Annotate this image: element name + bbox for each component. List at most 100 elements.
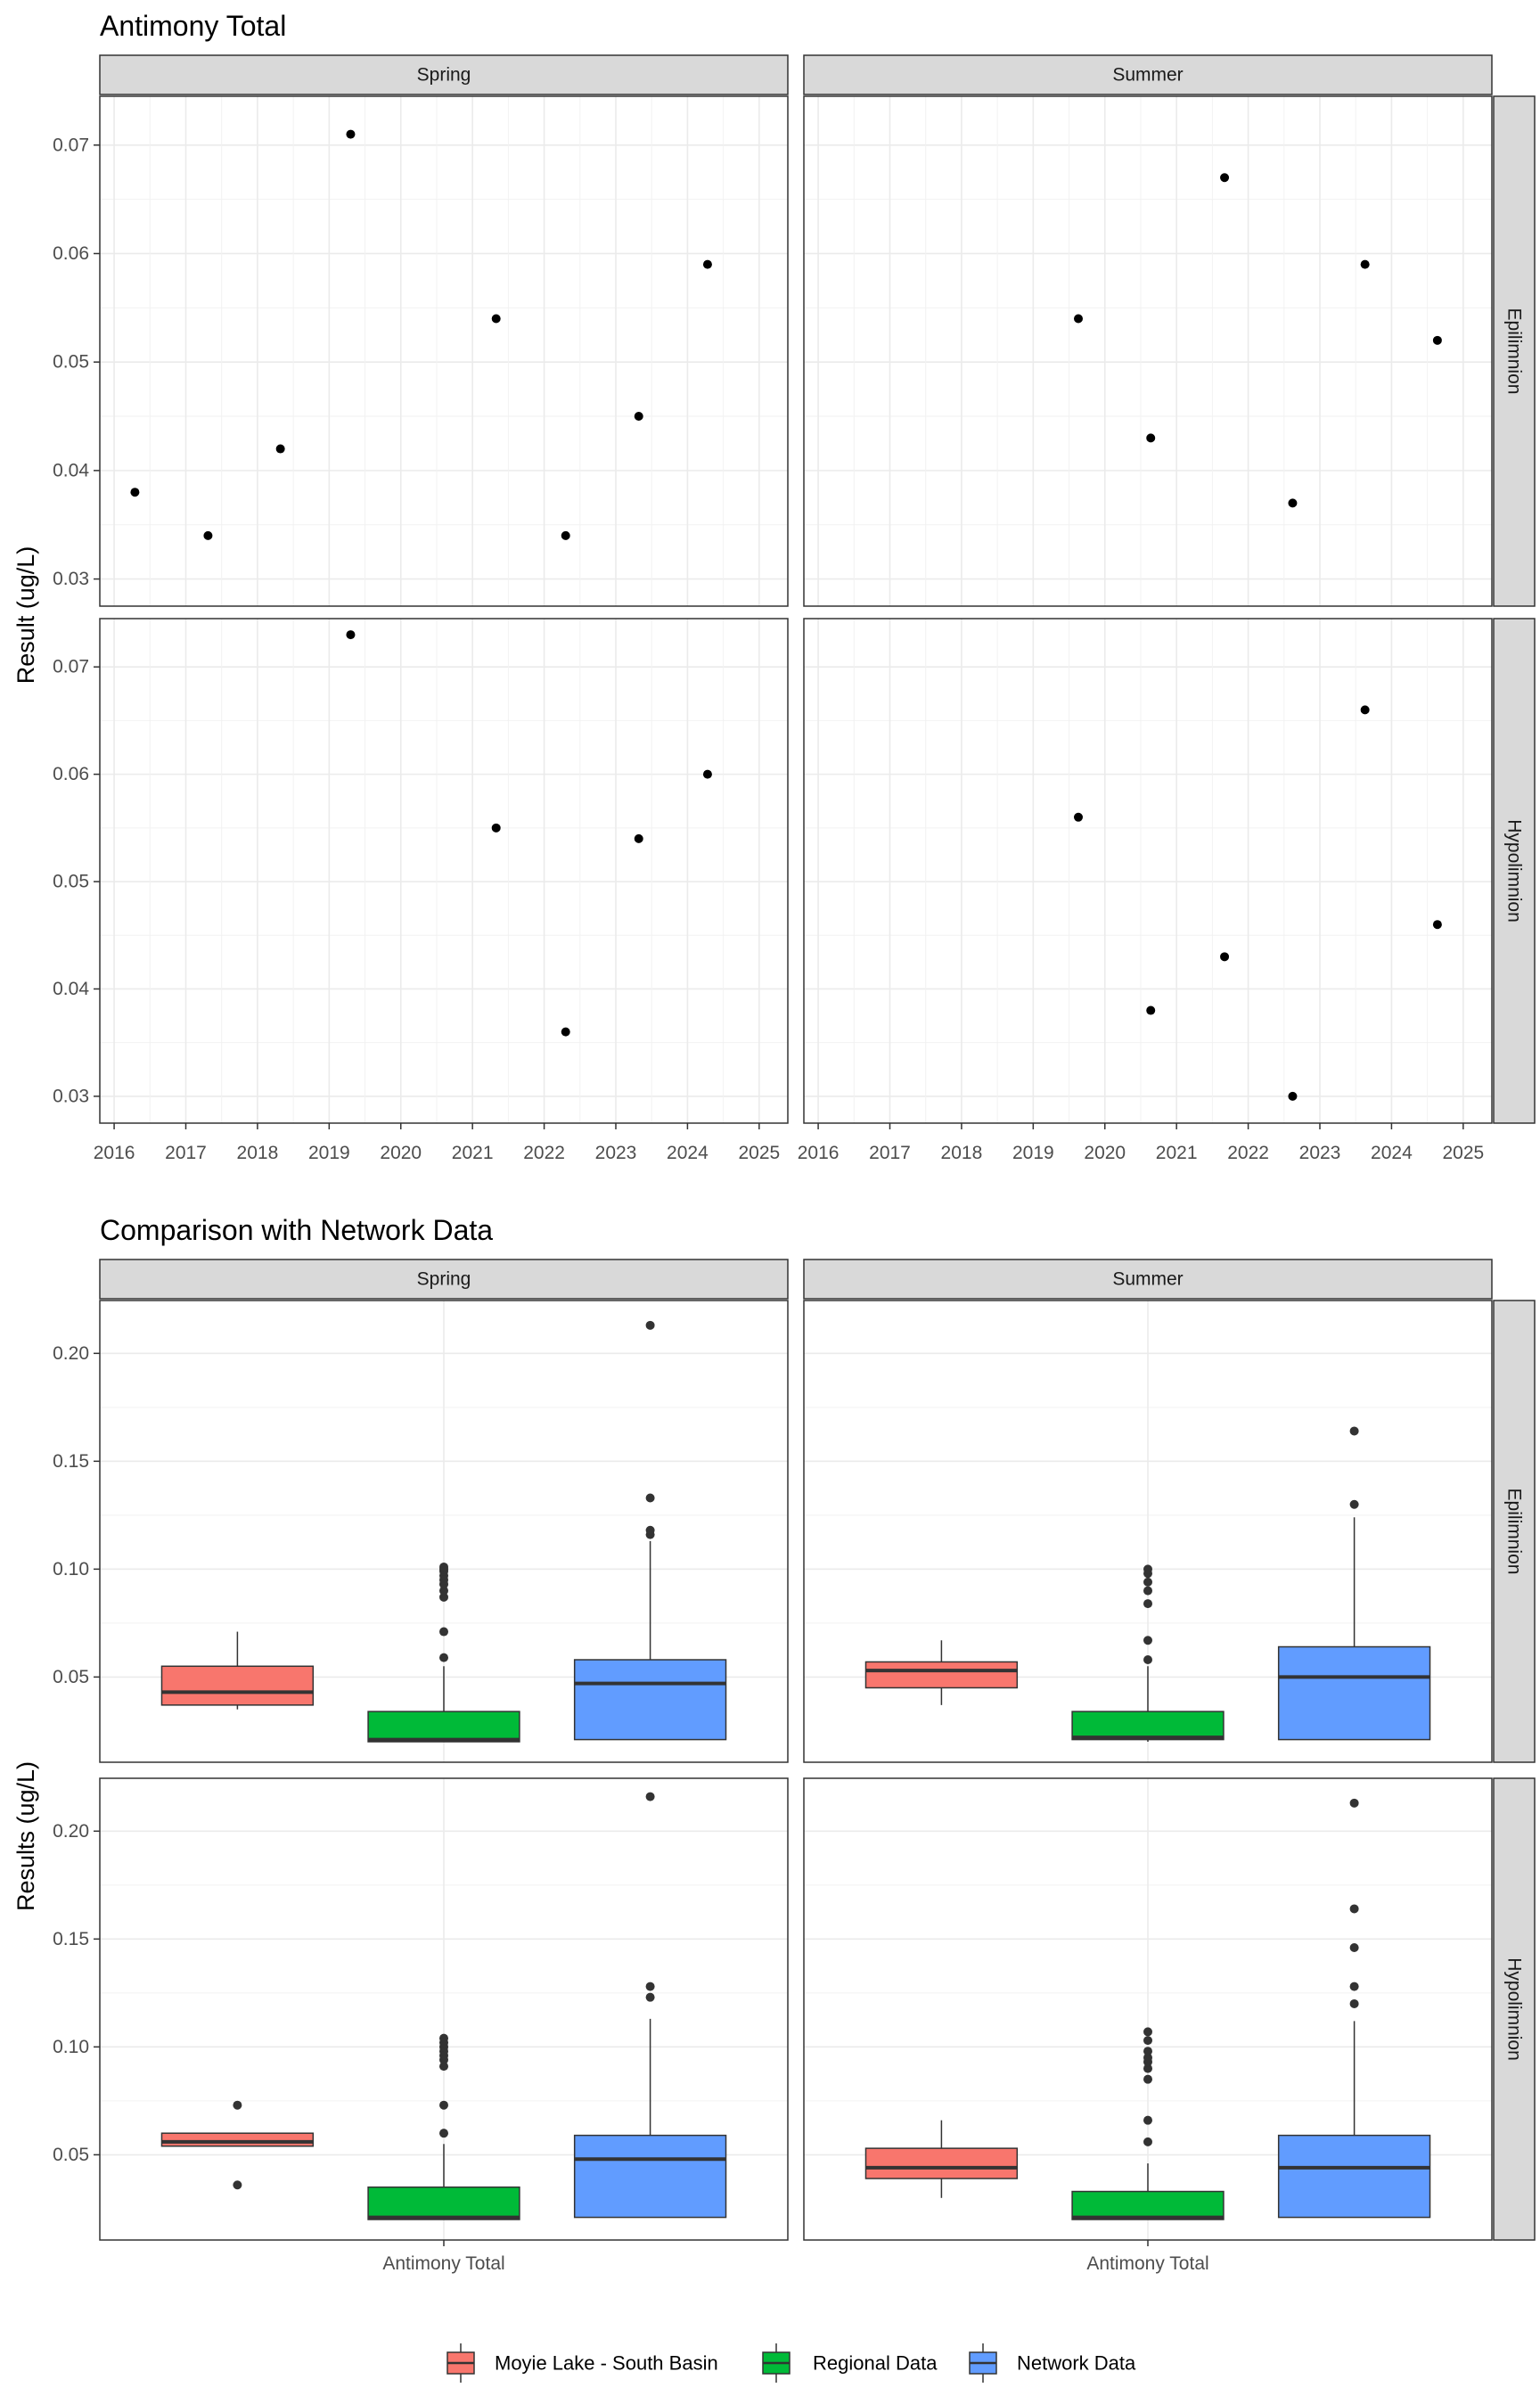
outlier-point — [1143, 2053, 1152, 2063]
y-tick-label: 0.10 — [53, 1559, 89, 1580]
data-point — [702, 769, 712, 779]
outlier-point — [439, 1562, 448, 1571]
panel-spring-epilimnion-1 — [94, 95, 789, 607]
x-tick-label: 2023 — [595, 1143, 637, 1163]
outlier-point — [1349, 1426, 1359, 1436]
box-moyie-lake-south-basin — [160, 1631, 315, 1710]
legend-label: Network Data — [1017, 2352, 1136, 2375]
data-point — [702, 259, 712, 269]
x-tick-label: 2020 — [380, 1143, 422, 1163]
box-body — [573, 1659, 727, 1741]
panel-summer-epilimnion-1 — [803, 95, 1493, 607]
data-point — [275, 444, 285, 454]
x-tick-label: 2019 — [308, 1143, 350, 1163]
box-network-data — [1277, 1426, 1431, 1741]
legend-item-moyie-lake-south-basin — [446, 2343, 475, 2383]
facet-strip-hypolimnion-2-bg — [1493, 1777, 1536, 2241]
x-tick-label: 2018 — [941, 1143, 983, 1163]
outlier-point — [1143, 1636, 1152, 1645]
facet-strip-hypolimnion-1: Hypolimnion — [1504, 819, 1525, 923]
data-point — [1360, 705, 1370, 715]
box-network-data — [1277, 1798, 1431, 2219]
outlier-point — [439, 1653, 448, 1662]
y-tick-label: 0.15 — [53, 1451, 89, 1472]
y-tick-label: 0.06 — [53, 764, 89, 784]
panel-border — [99, 618, 789, 1124]
box-network-data — [573, 1792, 727, 2219]
facet-strip-hypolimnion-1-bg — [1493, 618, 1536, 1124]
facet-strip-epilimnion-1-bg — [1493, 95, 1536, 607]
data-point — [1220, 173, 1230, 183]
y-tick-label: 0.05 — [53, 1667, 89, 1687]
outlier-point — [645, 1792, 655, 1801]
panel-border — [803, 1300, 1493, 1763]
outlier-point — [1143, 1586, 1152, 1596]
outlier-point — [645, 1992, 655, 2002]
box-network-data — [573, 1320, 727, 1741]
data-point — [1360, 259, 1370, 269]
x-tick-label: 2018 — [237, 1143, 279, 1163]
box-moyie-lake-south-basin — [864, 2120, 1019, 2198]
outlier-point — [1143, 2074, 1152, 2084]
x-category-label: Antimony Total — [382, 2253, 504, 2274]
outlier-point — [439, 2062, 448, 2072]
outlier-point — [1143, 2027, 1152, 2037]
panel-border — [803, 618, 1493, 1124]
box-body — [573, 2134, 727, 2219]
x-tick-label: 2016 — [94, 1143, 135, 1163]
panel-border — [99, 1777, 789, 2241]
outlier-point — [1143, 2047, 1152, 2056]
data-point — [491, 314, 501, 324]
outlier-point — [1143, 2064, 1152, 2073]
data-point — [346, 129, 356, 139]
outlier-point — [1349, 1499, 1359, 1509]
outlier-point — [1143, 2137, 1152, 2146]
data-point — [1288, 1091, 1298, 1101]
data-point — [1146, 1005, 1156, 1015]
legend-item-regional-data — [762, 2343, 790, 2383]
facet-strip-epilimnion-2: Epilimnion — [1504, 1489, 1525, 1575]
panel-spring-hypolimnion-1 — [94, 618, 789, 1129]
data-point — [491, 823, 501, 833]
outlier-point — [1349, 1798, 1359, 1808]
panel-summer-epilimnion-2 — [803, 1300, 1493, 1763]
legend-item-network-data — [969, 2343, 997, 2383]
box-regional-data — [367, 1562, 520, 1743]
facet-strip-epilimnion-2-bg — [1493, 1300, 1536, 1763]
box-regional-data — [1071, 1564, 1225, 1743]
x-tick-label: 2024 — [667, 1143, 709, 1163]
box-body — [864, 2147, 1019, 2179]
panel-spring-hypolimnion-2 — [94, 1777, 789, 2246]
y-tick-label: 0.03 — [53, 1086, 89, 1106]
outlier-point — [1143, 2115, 1152, 2125]
outlier-point — [1143, 1599, 1152, 1609]
box-body — [160, 1665, 315, 1706]
x-tick-label: 2024 — [1371, 1143, 1413, 1163]
outlier-point — [645, 1525, 655, 1535]
outlier-point — [645, 1320, 655, 1330]
chart-title-1: Antimony Total — [100, 10, 286, 42]
legend-label: Moyie Lake - South Basin — [495, 2352, 718, 2375]
facet-strip-summer-2-bg — [803, 1259, 1493, 1300]
x-tick-label: 2023 — [1299, 1143, 1341, 1163]
x-tick-label: 2021 — [452, 1143, 494, 1163]
box-body — [367, 2186, 520, 2220]
box-body — [160, 2132, 315, 2147]
facet-strip-summer-1-bg — [803, 54, 1493, 95]
x-tick-label: 2020 — [1084, 1143, 1126, 1163]
y-tick-label: 0.03 — [53, 569, 89, 589]
outlier-point — [1349, 1943, 1359, 1953]
facet-strip-spring-2-bg — [99, 1259, 789, 1300]
box-body — [1277, 2134, 1431, 2219]
x-tick-label: 2025 — [1442, 1143, 1484, 1163]
box-body — [1071, 2190, 1225, 2220]
outlier-point — [439, 1592, 448, 1602]
y-axis-title-1: Result (ug/L) — [12, 546, 39, 685]
outlier-point — [439, 1586, 448, 1596]
data-point — [634, 412, 643, 422]
y-tick-label: 0.04 — [53, 460, 89, 480]
panel-spring-epilimnion-2 — [94, 1300, 789, 1763]
panel-summer-hypolimnion-2 — [803, 1777, 1493, 2246]
data-point — [561, 1027, 570, 1037]
